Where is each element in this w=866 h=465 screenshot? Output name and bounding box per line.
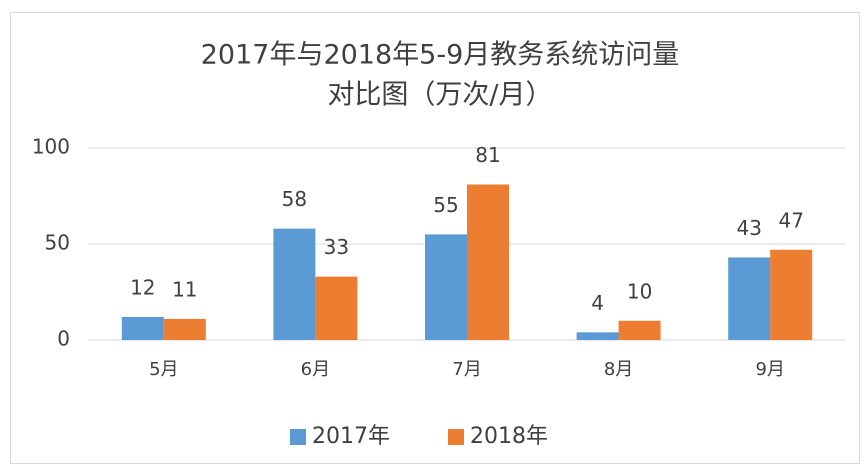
data-label: 43 xyxy=(736,216,761,240)
data-label: 33 xyxy=(324,235,349,259)
x-tick-label: 9月 xyxy=(755,359,784,380)
legend-swatch xyxy=(290,429,306,445)
x-tick-label: 8月 xyxy=(604,359,633,380)
y-tick-label: 50 xyxy=(45,231,70,255)
bar xyxy=(467,184,509,340)
data-label: 12 xyxy=(130,275,155,299)
bar xyxy=(728,257,771,340)
y-tick-label: 100 xyxy=(32,135,70,159)
y-tick-label: 0 xyxy=(57,327,70,351)
x-tick-label: 5月 xyxy=(149,359,178,380)
bar xyxy=(770,249,813,340)
bar xyxy=(576,332,619,340)
bar xyxy=(618,320,661,340)
data-label: 55 xyxy=(433,193,458,217)
data-label: 11 xyxy=(172,277,197,301)
legend-label: 2017年 xyxy=(312,424,390,449)
data-label: 58 xyxy=(282,187,307,211)
data-label: 81 xyxy=(475,143,500,167)
x-tick-label: 7月 xyxy=(452,359,481,380)
bar xyxy=(163,318,206,340)
bar xyxy=(121,316,164,340)
data-label: 4 xyxy=(591,291,604,315)
bar xyxy=(273,228,316,340)
legend-swatch xyxy=(448,429,464,445)
bar xyxy=(315,276,358,340)
chart-title: 2017年与2018年5-9月教务系统访问量 xyxy=(201,40,680,71)
legend-label: 2018年 xyxy=(470,424,548,449)
bar xyxy=(425,234,467,340)
data-label: 10 xyxy=(627,279,652,303)
x-tick-label: 6月 xyxy=(301,359,330,380)
chart-title: 对比图（万次/月） xyxy=(327,80,552,111)
data-label: 47 xyxy=(778,208,803,232)
